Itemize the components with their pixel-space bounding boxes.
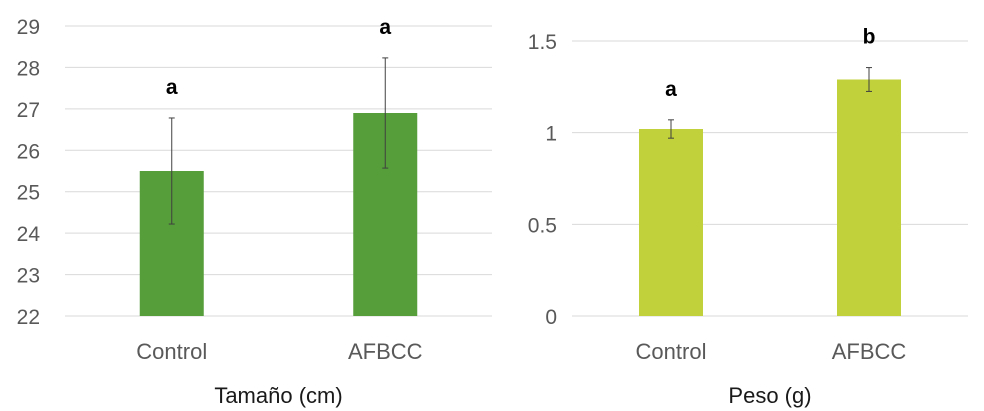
bar-afbcc xyxy=(837,79,901,316)
y-tick-label: 24 xyxy=(17,223,41,246)
x-category-label: Control xyxy=(636,339,707,364)
chart-panel-2: 0 0.5 1 1.5 a Control b AFBCC Peso (g) xyxy=(528,26,968,408)
y-tick-label: 29 xyxy=(17,16,40,39)
y-tick-label: 1.5 xyxy=(528,31,557,54)
y-tick-label: 26 xyxy=(17,140,40,163)
x-axis-title: Peso (g) xyxy=(728,383,811,408)
y-tick-label: 25 xyxy=(17,182,40,205)
y-tick-label: 1 xyxy=(545,123,557,146)
significance-label: a xyxy=(166,76,178,99)
x-category-label: AFBCC xyxy=(832,339,907,364)
y-tick-label: 28 xyxy=(17,57,40,80)
y-tick-label: 0.5 xyxy=(528,214,557,237)
x-axis-title: Tamaño (cm) xyxy=(214,383,342,408)
y-tick-label: 0 xyxy=(545,306,557,329)
significance-label: b xyxy=(863,26,876,49)
y-tick-label: 22 xyxy=(17,306,40,329)
significance-label: a xyxy=(665,78,677,101)
x-category-label: AFBCC xyxy=(348,339,423,364)
x-category-label: Control xyxy=(136,339,207,364)
y-tick-label: 27 xyxy=(17,99,40,122)
bar-control xyxy=(639,129,703,316)
significance-label: a xyxy=(379,16,391,39)
y-tick-label: 23 xyxy=(17,265,40,288)
